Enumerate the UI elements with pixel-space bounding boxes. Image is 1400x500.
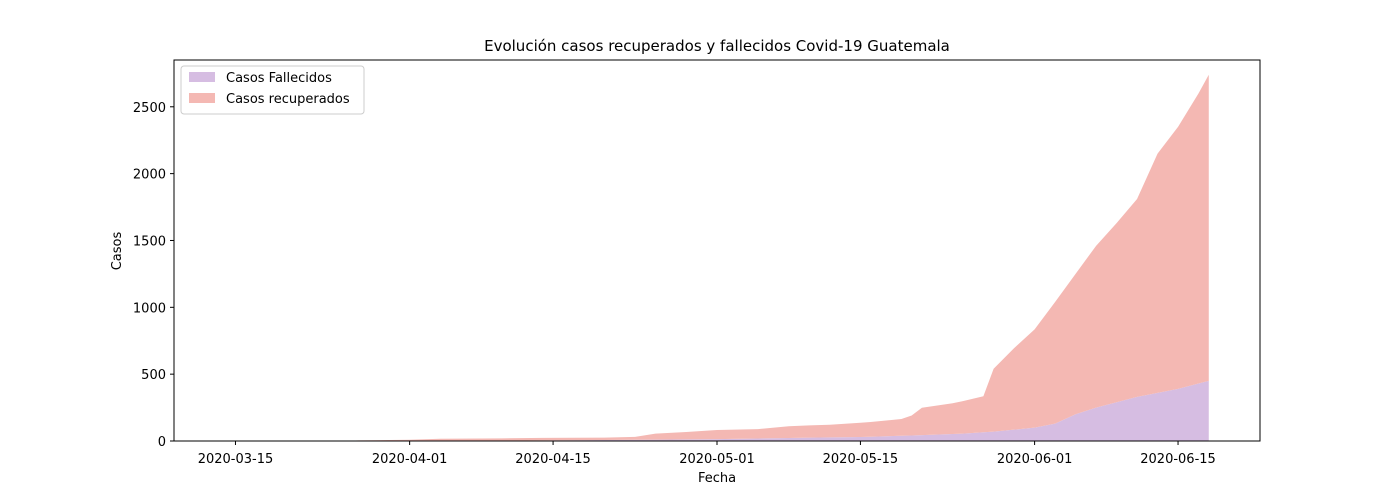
chart-title: Evolución casos recuperados y fallecidos… xyxy=(484,37,950,55)
x-tick-label: 2020-05-15 xyxy=(823,452,899,467)
x-tick-label: 2020-04-01 xyxy=(372,452,448,467)
x-tick-label: 2020-03-15 xyxy=(198,452,274,467)
legend-label-fallecidos: Casos Fallecidos xyxy=(226,71,332,86)
y-tick-label: 2000 xyxy=(133,168,166,183)
x-tick-label: 2020-06-01 xyxy=(997,452,1073,467)
x-tick-label: 2020-06-15 xyxy=(1140,452,1216,467)
legend-label-recuperados: Casos recuperados xyxy=(226,92,350,107)
area-series-fallecidos xyxy=(214,380,1209,441)
legend-swatch-recuperados xyxy=(189,93,215,103)
y-tick-label: 1000 xyxy=(133,301,166,316)
y-tick-label: 0 xyxy=(158,435,166,450)
legend-box xyxy=(180,65,365,115)
y-tick-label: 2500 xyxy=(133,101,166,116)
area-series-group xyxy=(214,74,1209,442)
y-axis-ticks: 0 500 1000 1500 2000 2500 xyxy=(133,101,174,450)
y-tick-label: 1500 xyxy=(133,234,166,249)
area-series-recuperados xyxy=(214,74,1209,442)
y-axis-label: Casos xyxy=(110,232,125,271)
legend-swatch-fallecidos xyxy=(189,72,215,82)
x-axis-ticks: 2020-03-15 2020-04-01 2020-04-15 2020-05-01… xyxy=(198,441,1216,467)
x-tick-label: 2020-05-01 xyxy=(679,452,755,467)
y-tick-label: 500 xyxy=(141,368,166,383)
x-axis-label: Fecha xyxy=(698,471,736,486)
x-tick-label: 2020-04-15 xyxy=(515,452,591,467)
legend: Casos Fallecidos Casos recuperados xyxy=(180,65,365,115)
